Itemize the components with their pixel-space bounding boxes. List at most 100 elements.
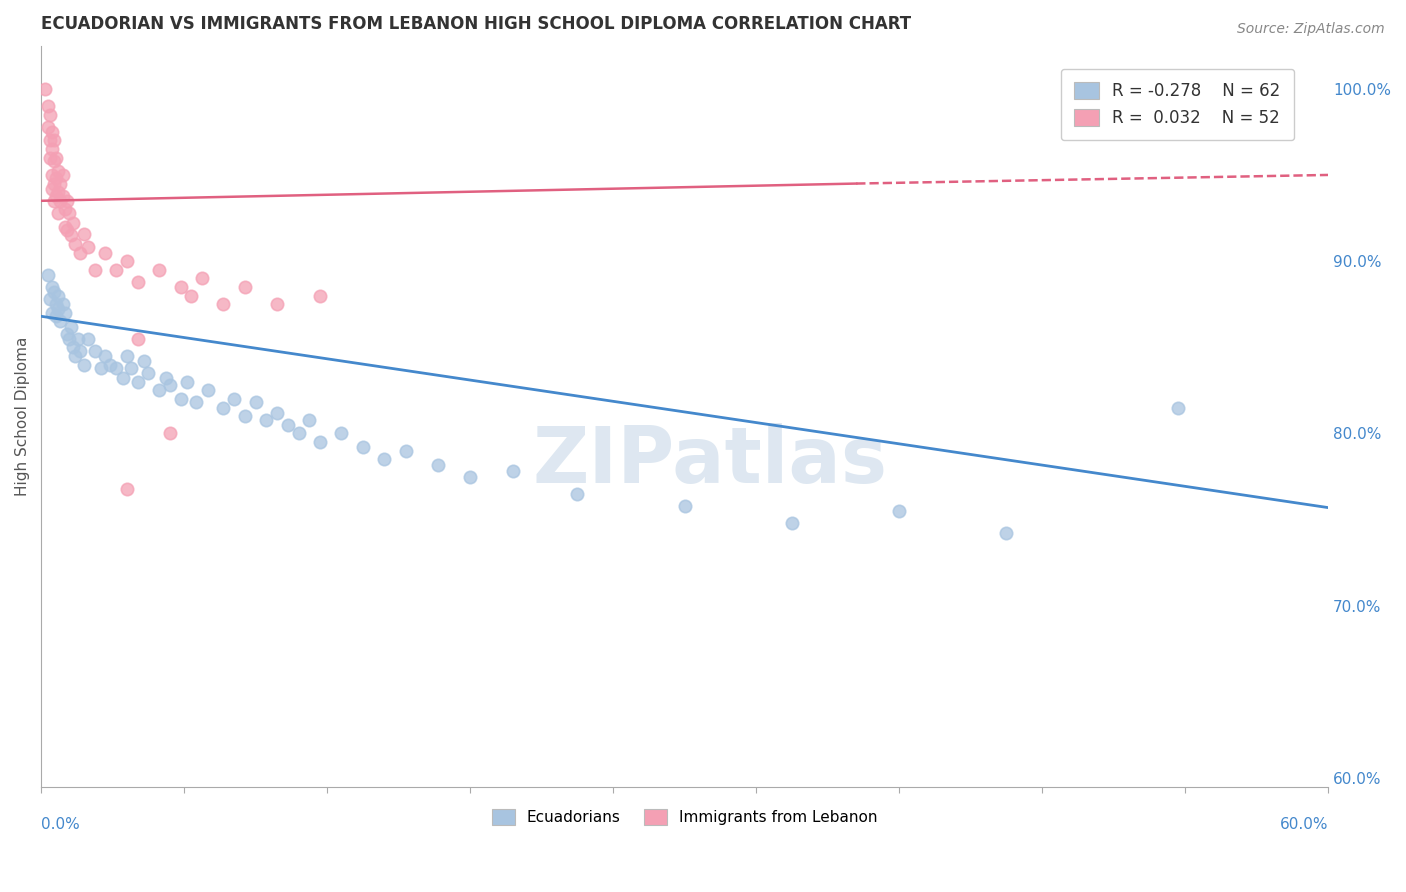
Point	[127, 332, 149, 346]
Point	[155, 371, 177, 385]
Point	[115, 254, 138, 268]
Point	[41, 168, 63, 182]
Point	[37, 120, 59, 134]
Point	[42, 177, 65, 191]
Legend: Ecuadorians, Immigrants from Lebanon: Ecuadorians, Immigrants from Lebanon	[485, 803, 883, 831]
Point	[69, 245, 91, 260]
Point	[132, 354, 155, 368]
Point	[127, 375, 149, 389]
Point	[41, 280, 63, 294]
Point	[266, 297, 288, 311]
Point	[111, 371, 134, 385]
Point	[53, 202, 76, 217]
Point	[38, 151, 60, 165]
Point	[138, 366, 160, 380]
Text: 60.0%: 60.0%	[1279, 817, 1329, 832]
Point	[58, 332, 80, 346]
Point	[49, 177, 72, 191]
Point	[212, 297, 235, 311]
Point	[49, 314, 72, 328]
Point	[45, 188, 67, 202]
Text: Source: ZipAtlas.com: Source: ZipAtlas.com	[1237, 22, 1385, 37]
Point	[62, 340, 84, 354]
Point	[51, 188, 73, 202]
Point	[169, 280, 191, 294]
Point	[38, 133, 60, 147]
Point	[352, 440, 374, 454]
Point	[98, 358, 121, 372]
Point	[45, 151, 67, 165]
Point	[46, 164, 69, 178]
Point	[224, 392, 246, 406]
Point	[184, 395, 207, 409]
Point	[77, 332, 100, 346]
Point	[309, 435, 332, 450]
Point	[46, 288, 69, 302]
Point	[148, 262, 170, 277]
Point	[41, 306, 63, 320]
Point	[56, 194, 79, 208]
Point	[245, 395, 267, 409]
Point	[94, 349, 117, 363]
Point	[90, 361, 112, 376]
Point	[105, 361, 128, 376]
Point	[1167, 401, 1189, 415]
Point	[233, 409, 256, 424]
Point	[66, 332, 89, 346]
Point	[41, 125, 63, 139]
Point	[176, 375, 198, 389]
Point	[780, 516, 803, 530]
Point	[62, 216, 84, 230]
Point	[51, 297, 73, 311]
Point	[673, 499, 696, 513]
Point	[115, 349, 138, 363]
Point	[426, 458, 449, 472]
Point	[502, 464, 524, 478]
Point	[56, 223, 79, 237]
Point	[127, 275, 149, 289]
Point	[77, 240, 100, 254]
Point	[42, 285, 65, 300]
Point	[46, 302, 69, 317]
Point	[148, 384, 170, 398]
Text: 0.0%: 0.0%	[41, 817, 80, 832]
Point	[115, 482, 138, 496]
Point	[277, 417, 299, 432]
Point	[46, 206, 69, 220]
Point	[83, 343, 105, 358]
Point	[73, 227, 96, 241]
Point	[94, 245, 117, 260]
Point	[169, 392, 191, 406]
Point	[41, 142, 63, 156]
Point	[42, 194, 65, 208]
Point	[233, 280, 256, 294]
Point	[60, 228, 83, 243]
Point	[42, 154, 65, 169]
Point	[266, 406, 288, 420]
Point	[53, 219, 76, 234]
Point	[105, 262, 128, 277]
Point	[37, 268, 59, 282]
Point	[37, 99, 59, 113]
Point	[49, 194, 72, 208]
Point	[298, 413, 321, 427]
Point	[373, 452, 395, 467]
Point	[159, 426, 181, 441]
Point	[45, 310, 67, 324]
Point	[56, 326, 79, 341]
Point	[83, 262, 105, 277]
Point	[330, 426, 353, 441]
Point	[69, 343, 91, 358]
Point	[197, 384, 219, 398]
Point	[46, 185, 69, 199]
Point	[38, 292, 60, 306]
Point	[45, 171, 67, 186]
Point	[159, 378, 181, 392]
Text: ZIPatlas: ZIPatlas	[533, 423, 887, 499]
Point	[1167, 85, 1189, 99]
Point	[395, 443, 418, 458]
Point	[995, 526, 1018, 541]
Point	[73, 358, 96, 372]
Point	[254, 413, 277, 427]
Point	[180, 288, 202, 302]
